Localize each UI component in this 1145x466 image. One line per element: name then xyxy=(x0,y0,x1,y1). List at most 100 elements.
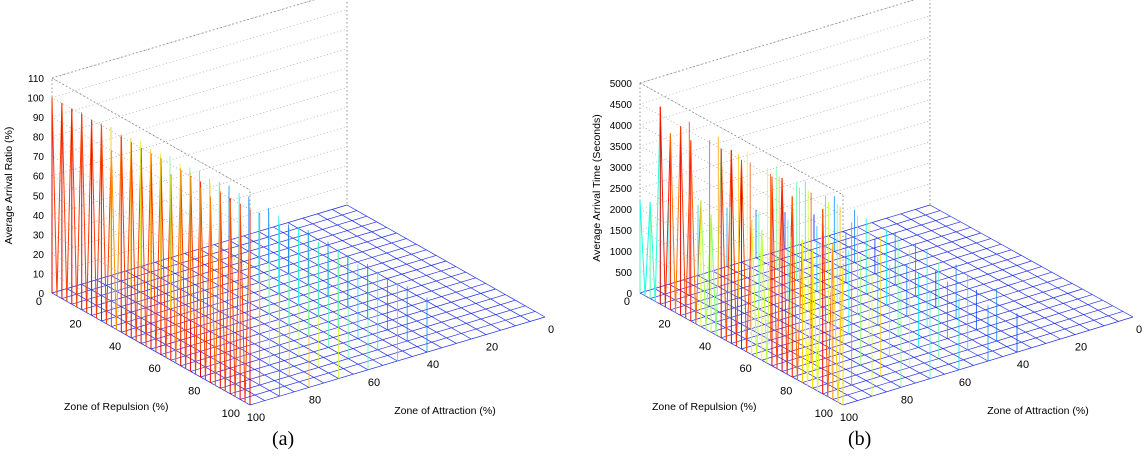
ridge-mark xyxy=(806,249,814,386)
chart-panel-b: 0500100015002000250030003500400045005000… xyxy=(591,0,1142,424)
ridge-mark xyxy=(91,119,98,319)
z-tick-label: 80 xyxy=(33,133,45,144)
mesh-line xyxy=(184,253,383,366)
attraction-tick-label: 20 xyxy=(486,342,498,354)
chart-panel-a: 0 10 20 30 40 50 60 70 80 90 100 110 0 20 40 60 80 100 0 20… xyxy=(3,0,554,424)
ridge-mark xyxy=(180,170,187,369)
ridge-mark xyxy=(66,108,73,302)
ridge-mark xyxy=(190,175,197,375)
repulsion-tick-label: 80 xyxy=(780,386,792,398)
ridge-mark xyxy=(654,106,661,302)
ridge-mark xyxy=(649,201,656,302)
attraction-tick-label: 100 xyxy=(840,412,858,424)
repulsion-axis-label: Zone of Repulsion (%) xyxy=(64,401,168,413)
attraction-tick-label: 60 xyxy=(368,377,380,389)
mesh-line xyxy=(792,288,1083,378)
z-tick-labels: 0 10 20 30 40 50 60 70 80 90 100 110 xyxy=(27,74,44,300)
ridge-mark xyxy=(130,142,137,341)
ridge-mark xyxy=(110,150,117,330)
ridge-mark xyxy=(140,147,147,347)
ridge-mark xyxy=(639,200,646,296)
attraction-tick-label: 0 xyxy=(1136,324,1142,336)
ridge-mark xyxy=(746,220,753,352)
ridge-mark xyxy=(160,159,167,358)
ridge-mark xyxy=(786,196,793,375)
frame-edge xyxy=(51,0,315,79)
ridge-mark xyxy=(659,106,666,308)
panel-label-b: (b) xyxy=(848,428,872,450)
mesh-line xyxy=(832,311,1123,400)
back-planes xyxy=(51,0,348,406)
z-tick-label: 50 xyxy=(33,191,45,202)
ridge-mark xyxy=(827,243,834,397)
attraction-tick-labels: 0 20 40 60 80 100 xyxy=(247,324,554,424)
ridge-mark xyxy=(751,220,758,358)
repulsion-tick-label: 100 xyxy=(815,408,833,420)
repulsion-tick-label: 20 xyxy=(69,318,81,330)
ridge-mark xyxy=(720,148,727,341)
ridge-mark xyxy=(101,125,107,324)
ridge-mark xyxy=(71,108,78,308)
attraction-tick-label: 60 xyxy=(959,377,971,389)
z-gridline xyxy=(639,0,915,196)
z-axis-label: Average Arrival Time (Seconds) xyxy=(591,114,603,261)
ridge-mark xyxy=(86,119,93,313)
ridge-mark xyxy=(812,249,819,392)
ridge-mark xyxy=(771,176,778,369)
z-tick-label: 20 xyxy=(33,250,45,261)
repulsion-tick-labels: 0 20 40 60 80 100 xyxy=(36,296,240,420)
ridge-mark xyxy=(170,174,177,364)
z-tick-label: 0 xyxy=(38,289,44,300)
ridge-mark xyxy=(700,200,707,330)
ridge-mark xyxy=(229,198,236,397)
ridge-mark xyxy=(685,140,692,319)
ridge-mark xyxy=(781,178,788,375)
ridge-mark xyxy=(822,208,829,397)
ridge-mark xyxy=(761,229,768,364)
repulsion-tick-label: 0 xyxy=(36,296,42,308)
mesh-line xyxy=(771,277,1063,367)
ridge-mark xyxy=(680,126,687,319)
ridge-mark xyxy=(76,114,83,308)
repulsion-tick-label: 60 xyxy=(149,363,161,375)
ridge-mark xyxy=(200,181,206,380)
attraction-tick-label: 80 xyxy=(901,394,913,406)
ridge-mark xyxy=(710,214,717,336)
ridge-mark xyxy=(730,150,737,347)
z-gridline xyxy=(639,36,931,238)
z-tick-label: 0 xyxy=(626,289,632,300)
mesh-line xyxy=(239,311,536,400)
z-tick-label: 4500 xyxy=(610,100,633,111)
z-gridline xyxy=(639,57,931,259)
ridge-mark xyxy=(115,136,122,330)
ridge-mark xyxy=(690,140,697,324)
ridge-mark xyxy=(96,125,102,319)
repulsion-axis-label: Zone of Repulsion (%) xyxy=(652,401,756,413)
ridge-mark xyxy=(669,133,677,313)
z-tick-label: 4000 xyxy=(610,121,633,132)
z-gridline xyxy=(639,78,931,280)
z-axis-label: Average Arrival Ratio (%) xyxy=(3,127,15,245)
z-tick-label: 1000 xyxy=(610,247,633,258)
ridge-mark xyxy=(81,114,88,313)
attraction-tick-label: 20 xyxy=(1075,342,1087,354)
z-gridline xyxy=(639,99,931,301)
attraction-axis-label: Zone of Attraction (%) xyxy=(394,405,496,417)
z-tick-label: 60 xyxy=(33,172,45,183)
ridge-mark xyxy=(801,239,808,386)
repulsion-tick-label: 60 xyxy=(740,363,752,375)
z-tick-label: 40 xyxy=(33,211,45,222)
ridge-mark xyxy=(832,243,839,403)
frame-edge xyxy=(639,0,915,84)
panel-label-a: (a) xyxy=(272,428,295,450)
attraction-tick-label: 0 xyxy=(548,324,554,336)
attraction-tick-labels: 0 20 40 60 80 100 xyxy=(840,324,1142,424)
ridge-mark xyxy=(791,196,798,380)
mesh-line xyxy=(751,266,1042,355)
ridge-mark xyxy=(675,126,682,313)
z-tick-label: 70 xyxy=(33,152,45,163)
z-tick-label: 3500 xyxy=(610,142,633,153)
attraction-tick-label: 100 xyxy=(247,412,265,424)
ridge-mark xyxy=(725,150,732,341)
